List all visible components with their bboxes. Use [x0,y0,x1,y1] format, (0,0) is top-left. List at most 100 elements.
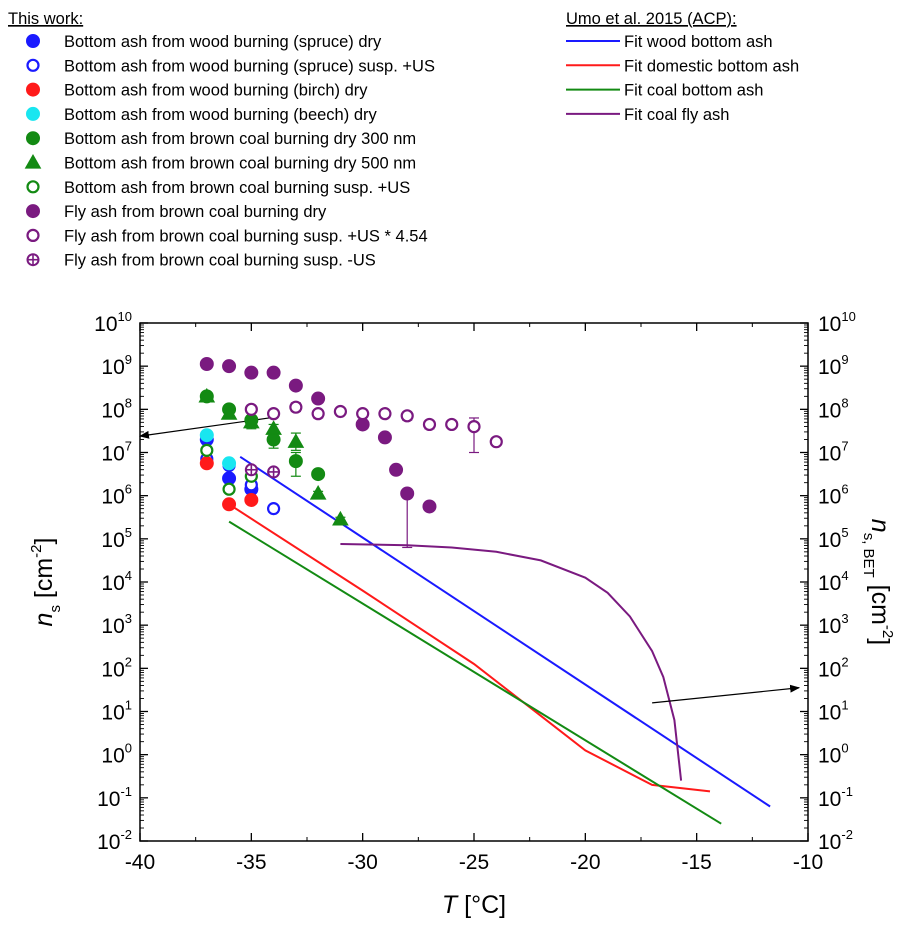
y-tick-exp-right-5: 3 [841,611,848,626]
y-tick-label-left-7: 105 [101,525,132,552]
data-point-5-0 [198,387,216,403]
legend-left-label-4: Bottom ash from brown coal burning dry 3… [64,130,416,148]
data-point-7-4 [288,378,303,393]
fit-lines [228,455,771,825]
y-tick-exp-left-1: -1 [120,784,132,799]
data-point-3-0 [199,428,214,443]
data-point-7-9 [400,486,415,501]
data-point-2-0 [199,456,214,471]
data-point-5-4-shape [287,433,305,448]
series-3 [199,428,237,471]
data-point-3-1 [222,456,237,471]
legend-left-label-8: Fly ash from brown coal burning susp. +U… [64,227,428,245]
data-point-8-3 [311,407,325,421]
data-point-8-5-shape [356,407,370,421]
series-7 [199,357,437,549]
data-point-5-5 [309,485,327,500]
data-point-8-5 [356,407,370,421]
data-point-5-2 [242,413,260,429]
y-tick-exp-left-5: 3 [125,611,132,626]
data-point-8-9-shape [445,417,459,432]
data-point-8-8-shape [422,417,437,432]
legend-left-entry-1: Bottom ash from wood burning (spruce) su… [26,57,435,75]
data-point-8-7 [400,409,414,423]
data-point-7-5 [311,391,326,406]
legend-left-label-5: Bottom ash from brown coal burning dry 5… [64,155,416,173]
y-label-unit: [cm [866,578,894,625]
x-tick-label-5: -15 [681,851,711,874]
data-point-4-4-shape [288,454,303,469]
y-axis-label-left: ns [cm-2] [28,538,64,627]
x-tick-label-0: -40 [125,851,155,874]
legend-left-marker-8 [26,228,40,242]
y-tick-label-left-9: 107 [101,439,132,466]
data-point-5-6-shape [332,510,349,526]
legend-right-label-1: Fit domestic bottom ash [624,57,799,75]
annotation-arrow-1 [652,684,801,704]
data-point-7-2 [244,365,259,380]
legend-left-entry-0: Bottom ash from wood burning (spruce) dr… [26,33,382,51]
data-point-7-7 [377,430,392,445]
data-point-6-0 [200,443,214,457]
y-tick-exp-left-6: 4 [125,568,132,583]
y-tick-label-left-10: 108 [101,395,132,422]
legend-right-entry-1: Fit domestic bottom ash [566,57,799,75]
y-label-sub: s, BET [860,533,877,578]
data-point-8-10 [467,420,481,434]
data-point-6-1-shape [222,482,236,496]
data-point-7-2-shape [244,365,259,380]
y-tick-exp-left-12: 10 [118,309,132,324]
y-tick-exp-left-4: 2 [125,654,132,669]
plot-area [139,357,801,825]
data-point-2-2-shape [244,492,259,507]
y-tick-exp-right-4: 2 [841,654,848,669]
data-point-8-10-shape [467,420,481,434]
data-point-2-2 [244,492,259,507]
y-label-var: n [866,519,894,533]
data-point-3-0-shape [199,428,214,443]
y-tick-label-left-4: 102 [101,654,132,681]
data-point-2-0-shape [199,456,214,471]
y-tick-exp-left-8: 6 [125,482,132,497]
data-point-7-9-shape [400,486,415,501]
x-tick-label-6: -10 [793,851,823,874]
y-tick-label-right-1: 10-1 [818,784,853,811]
x-tick-label-1: -35 [236,851,266,874]
legend-left-label-9: Fly ash from brown coal burning susp. -U… [64,252,376,270]
legend-left-marker-3 [26,106,40,121]
data-point-8-6 [378,407,392,421]
y-tick-exp-left-9: 7 [125,439,132,454]
y-tick-label-right-9: 107 [818,439,849,466]
data-point-8-2-shape [289,400,303,414]
legend-left-marker-9 [26,253,40,267]
series-8 [244,400,503,454]
legend-this-work: This work: Bottom ash from wood burning … [8,10,435,270]
legend-right-entry-0: Fit wood bottom ash [566,33,773,51]
y-tick-exp-right-10: 8 [841,395,848,410]
data-point-8-1-shape [267,407,281,421]
y-tick-label-left-12: 1010 [94,309,132,336]
data-point-8-0 [244,402,258,416]
y-tick-label-right-0: 10-2 [818,827,853,854]
y-tick-exp-right-7: 5 [841,525,848,540]
y-tick-label-left-3: 101 [101,698,132,725]
y-tick-exp-right-0: -2 [841,827,853,842]
y-tick-label-right-8: 106 [818,482,849,509]
data-point-8-4 [333,404,347,419]
legend-left-marker-6-shape [26,180,40,194]
y-tick-label-right-4: 102 [818,654,849,681]
y-tick-exp-left-7: 5 [125,525,132,540]
y-tick-exp-right-1: -1 [841,784,853,799]
y-tick-label-left-6: 104 [101,568,132,595]
x-tick-label-3: -25 [459,851,489,874]
data-point-8-9 [445,417,459,432]
y-tick-label-left-1: 10-1 [97,784,132,811]
legend-left-entry-9: Fly ash from brown coal burning susp. -U… [26,252,376,270]
legend-left-label-7: Fly ash from brown coal burning dry [64,203,327,221]
data-point-7-8-shape [389,462,404,477]
data-point-5-6 [332,510,349,526]
legend-left-marker-2 [26,82,40,97]
y-tick-label-left-2: 100 [101,741,132,768]
legend-left-title: This work: [8,10,83,28]
